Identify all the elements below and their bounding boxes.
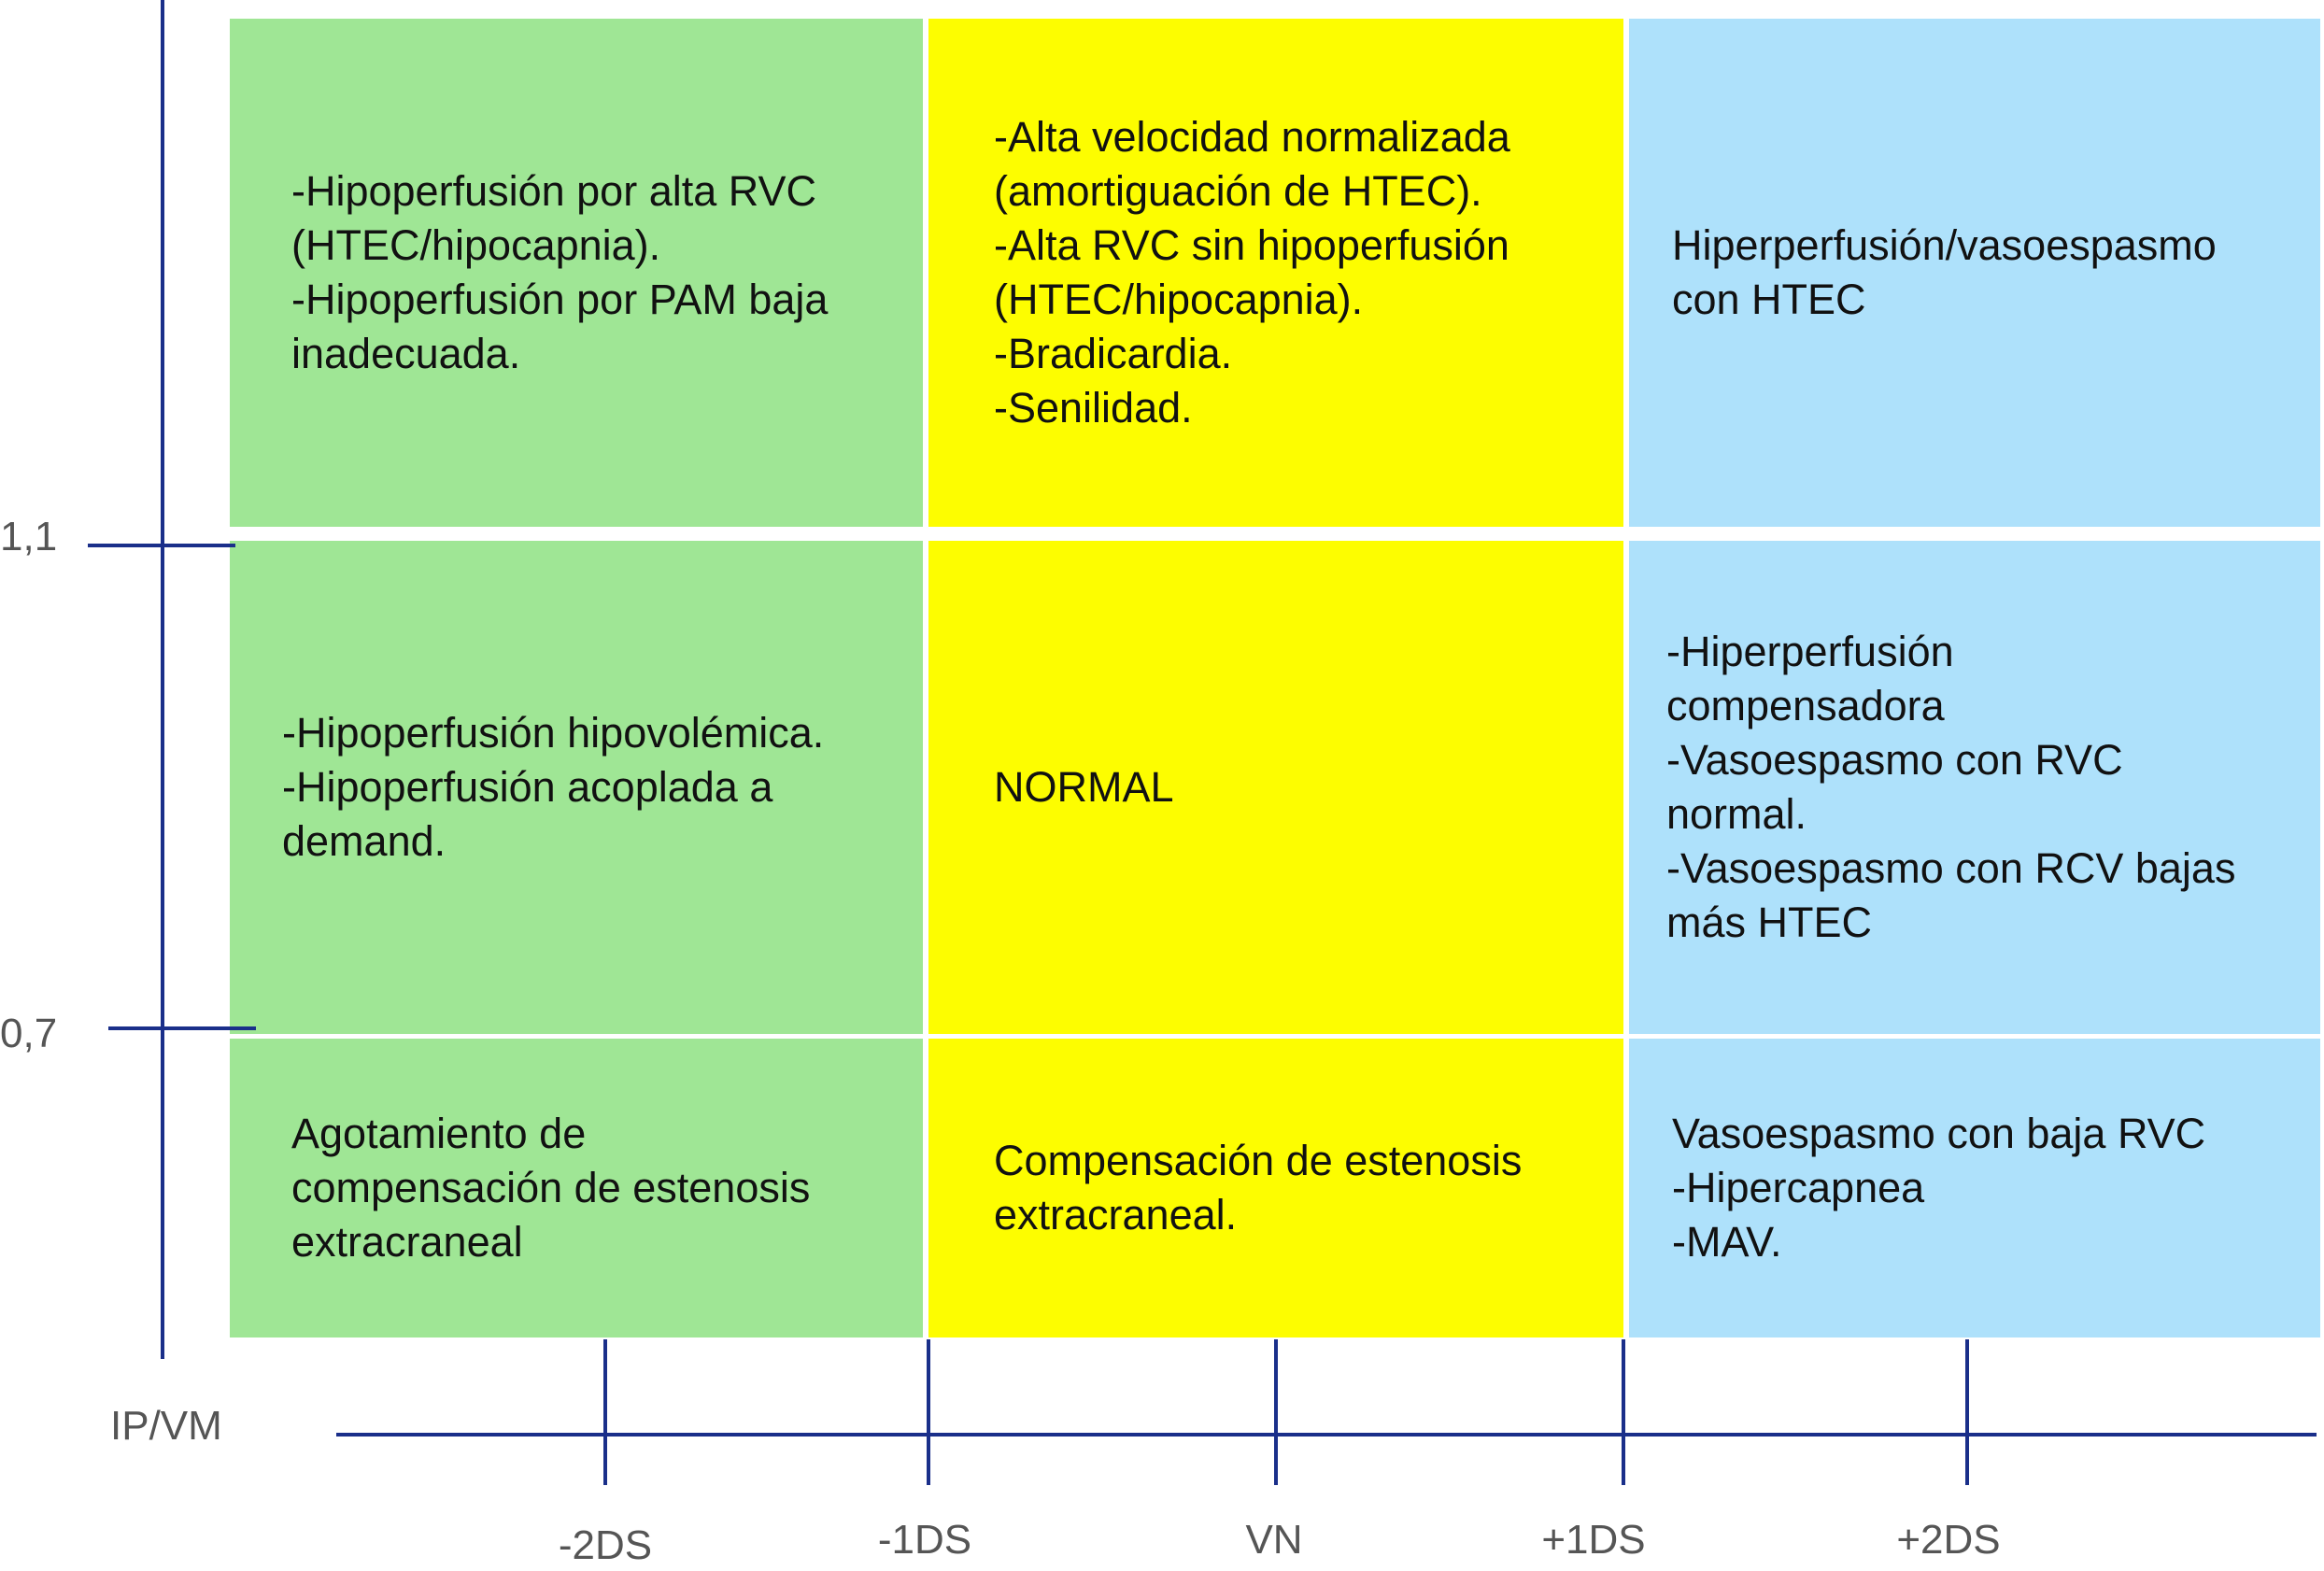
cell-top-right: Hiperperfusión/vasoespasmo con HTEC <box>1629 19 2320 527</box>
x-tick-minus2ds <box>603 1339 607 1485</box>
x-tick-plus2ds <box>1965 1339 1969 1485</box>
cell-middle-center: NORMAL <box>928 541 1623 1034</box>
x-tick-label-vn: VN <box>1245 1517 1303 1563</box>
x-axis-line <box>336 1433 2317 1437</box>
cell-bottom-right: Vasoespasmo con baja RVC -Hipercapnea -M… <box>1629 1039 2320 1337</box>
y-axis-title: IP/VM <box>110 1403 222 1449</box>
x-tick-label-minus1ds: -1DS <box>877 1517 972 1563</box>
x-tick-plus1ds <box>1622 1339 1625 1485</box>
cell-top-left-text: -Hipoperfusión por alta RVC (HTEC/hipoca… <box>291 167 829 377</box>
cell-bottom-left-text: Agotamiento de compensación de estenosis… <box>291 1110 811 1266</box>
y-tick-label-lower: 0,7 <box>0 1011 58 1056</box>
cell-top-left: -Hipoperfusión por alta RVC (HTEC/hipoca… <box>230 19 923 527</box>
cell-bottom-left: Agotamiento de compensación de estenosis… <box>230 1039 923 1337</box>
x-tick-vn <box>1274 1339 1278 1485</box>
y-tick-label-upper: 1,1 <box>0 514 58 559</box>
cell-top-right-text: Hiperperfusión/vasoespasmo con HTEC <box>1672 221 2217 323</box>
x-tick-label-plus1ds: +1DS <box>1541 1517 1646 1563</box>
cell-bottom-center: Compensación de estenosis extracraneal. <box>928 1039 1623 1337</box>
cell-top-center: -Alta velocidad normalizada (amortiguaci… <box>928 19 1623 527</box>
cell-middle-center-text: NORMAL <box>994 763 1174 811</box>
y-axis-line <box>161 0 164 1359</box>
cell-middle-left: -Hipoperfusión hipovolémica. -Hipoperfus… <box>230 541 923 1034</box>
cell-middle-left-text: -Hipoperfusión hipovolémica. -Hipoperfus… <box>282 709 825 865</box>
x-tick-label-plus2ds: +2DS <box>1896 1517 2001 1563</box>
cell-bottom-right-text: Vasoespasmo con baja RVC -Hipercapnea -M… <box>1672 1110 2206 1266</box>
y-tick-lower <box>108 1026 256 1030</box>
x-tick-label-minus2ds: -2DS <box>558 1522 653 1568</box>
x-tick-minus1ds <box>927 1339 930 1485</box>
y-tick-upper <box>88 544 235 547</box>
cell-top-center-text: -Alta velocidad normalizada (amortiguaci… <box>994 113 1510 432</box>
cell-middle-right-text: -Hiperperfusión compensadora -Vasoespasm… <box>1666 628 2236 946</box>
cell-middle-right: -Hiperperfusión compensadora -Vasoespasm… <box>1629 541 2320 1034</box>
cell-bottom-center-text: Compensación de estenosis extracraneal. <box>994 1137 1523 1238</box>
